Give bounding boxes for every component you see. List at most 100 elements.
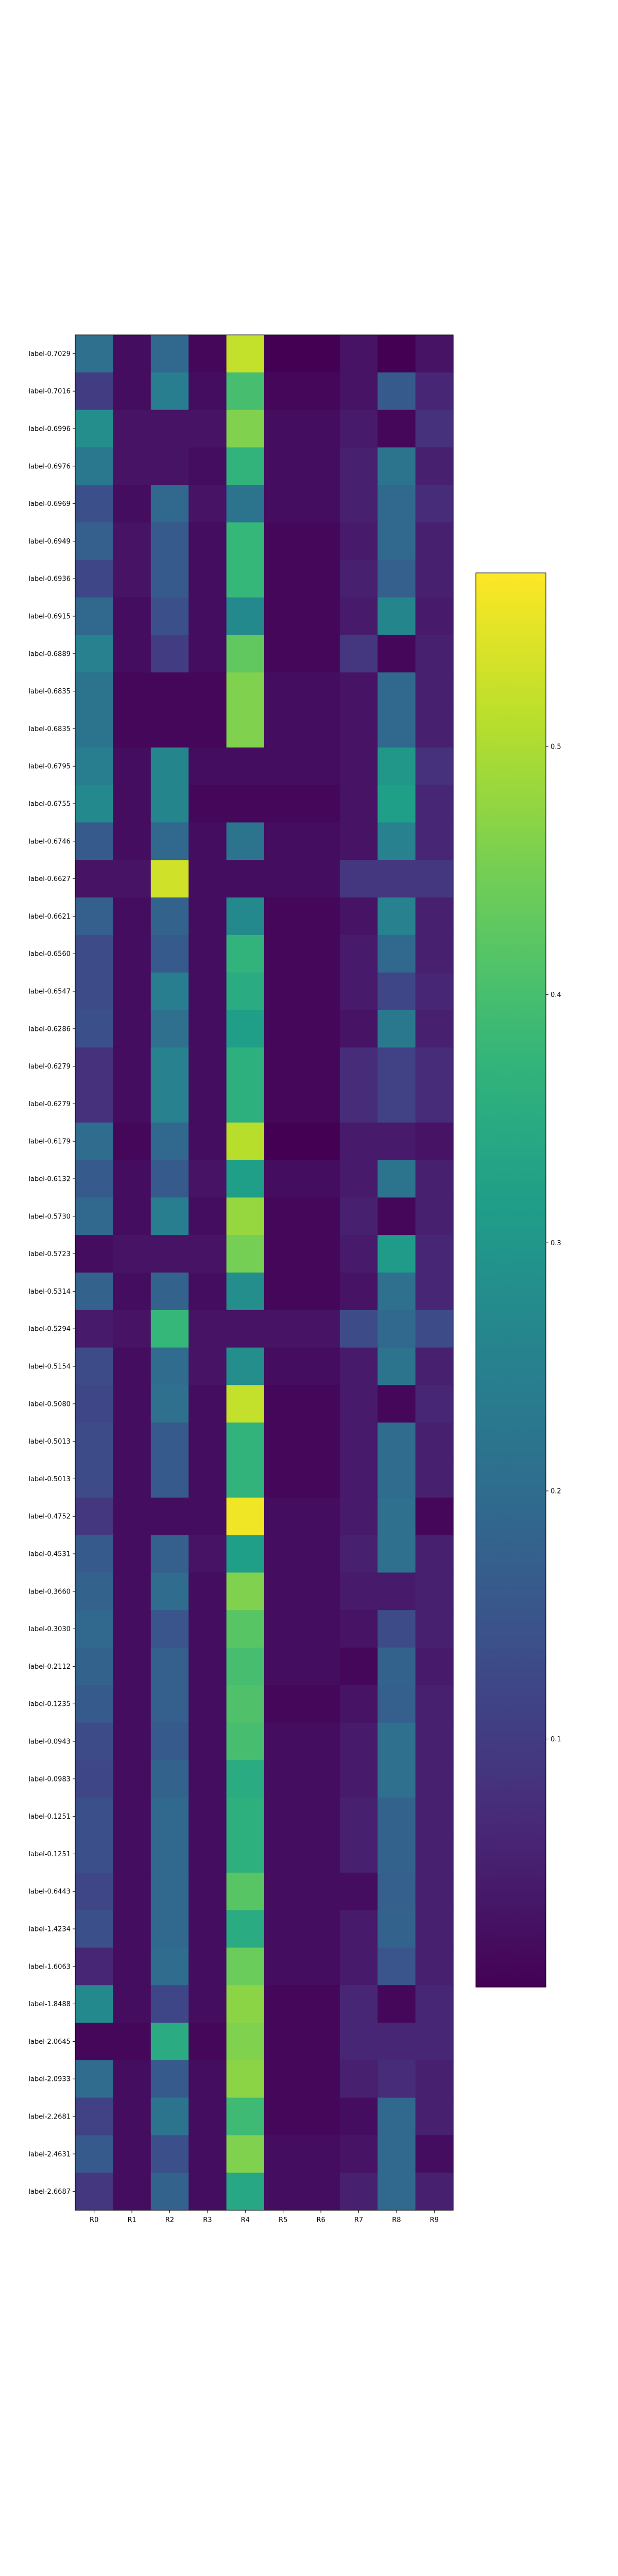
heatmap-cell <box>75 1535 113 1573</box>
column-tick-labels: R0 R1 R2 R3 R4 R5 R6 R7 R8 R9 <box>90 2210 439 2224</box>
heatmap-cell <box>113 1835 151 1873</box>
heatmap-cell <box>75 635 113 673</box>
heatmap-cell <box>150 1985 189 2023</box>
heatmap-cell <box>302 972 340 1010</box>
row-tick-label: label-0.6835 <box>28 688 71 696</box>
heatmap-cell <box>188 1835 227 1873</box>
heatmap-cell <box>415 410 454 448</box>
heatmap-cell <box>226 560 265 598</box>
heatmap-cell <box>150 2135 189 2173</box>
row-tick-label: label-2.0933 <box>28 2076 71 2083</box>
heatmap-cell <box>113 860 151 898</box>
heatmap-cell <box>339 1685 378 1723</box>
heatmap-cell <box>302 1497 340 1536</box>
heatmap-cell <box>264 1460 302 1498</box>
heatmap-cell <box>226 860 265 898</box>
heatmap-cell <box>377 972 416 1010</box>
row-tick-labels: label-0.7029 label-0.7016 label-0.6996 labe… <box>28 350 75 2196</box>
heatmap-cell <box>302 635 340 673</box>
heatmap-cell <box>75 1160 113 1198</box>
row-tick-label: label-0.6547 <box>28 988 71 996</box>
heatmap-cell <box>150 1310 189 1348</box>
heatmap-cell <box>264 1648 302 1686</box>
colorbar-tick-label: 0.1 <box>551 1736 561 1743</box>
colorbar <box>475 572 546 1988</box>
heatmap-cell <box>150 1535 189 1573</box>
heatmap-cell <box>226 1460 265 1498</box>
heatmap-cell <box>415 1947 454 1986</box>
heatmap-cell <box>188 447 227 485</box>
row-tick-label: label-0.5294 <box>28 1326 71 1333</box>
heatmap-cell <box>113 1085 151 1123</box>
heatmap-cell <box>75 1460 113 1498</box>
heatmap-cell <box>302 1572 340 1611</box>
heatmap-cell <box>339 1085 378 1123</box>
heatmap-cell <box>264 1385 302 1423</box>
heatmap-cell <box>377 2023 416 2061</box>
heatmap-cell <box>75 522 113 561</box>
heatmap-cell <box>226 1798 265 1836</box>
heatmap-cell <box>302 785 340 823</box>
heatmap-cell <box>150 1235 189 1273</box>
heatmap-cell <box>339 2060 378 2098</box>
heatmap-cell <box>188 1010 227 1048</box>
heatmap-cell <box>226 1273 265 1311</box>
heatmap-cell <box>113 1872 151 1911</box>
heatmap-cell <box>302 860 340 898</box>
heatmap-cell <box>150 1872 189 1911</box>
heatmap-cell <box>75 560 113 598</box>
heatmap-cell <box>302 2060 340 2098</box>
heatmap-cell <box>188 1460 227 1498</box>
heatmap-cell <box>339 1760 378 1798</box>
heatmap-cell <box>188 1273 227 1311</box>
heatmap-cell <box>302 447 340 485</box>
heatmap-cell <box>75 897 113 936</box>
heatmap-cell <box>377 2060 416 2098</box>
heatmap-cell <box>339 1347 378 1385</box>
row-tick-label: label-0.5013 <box>28 1476 71 1483</box>
heatmap-cell <box>339 1422 378 1461</box>
heatmap-cell <box>415 1685 454 1723</box>
heatmap-cell <box>226 785 265 823</box>
heatmap-cell <box>113 1047 151 1086</box>
heatmap-cell <box>188 1385 227 1423</box>
heatmap-cell <box>339 935 378 973</box>
heatmap-cell <box>113 2135 151 2173</box>
heatmap-cell <box>226 447 265 485</box>
heatmap-cell <box>75 1947 113 1986</box>
heatmap-cell <box>113 710 151 748</box>
heatmap-cell <box>377 335 416 373</box>
heatmap-cell <box>415 1648 454 1686</box>
heatmap-cell <box>188 522 227 561</box>
heatmap-cell <box>188 897 227 936</box>
heatmap-cell <box>415 1197 454 1235</box>
heatmap-cell <box>377 1085 416 1123</box>
heatmap-cell <box>302 1648 340 1686</box>
heatmap-cell <box>188 822 227 860</box>
heatmap-cell <box>264 1160 302 1198</box>
row-tick-label: label-0.7029 <box>28 350 71 358</box>
row-tick-label: label-1.8488 <box>28 2001 71 2008</box>
heatmap-cell <box>415 1572 454 1611</box>
row-tick-label: label-0.1235 <box>28 1701 71 1708</box>
heatmap-cell <box>302 1122 340 1161</box>
heatmap-cell <box>339 1385 378 1423</box>
heatmap-cell <box>415 2060 454 2098</box>
heatmap-cell <box>75 2060 113 2098</box>
row-tick-label: label-0.6279 <box>28 1063 71 1071</box>
heatmap-cell <box>264 2097 302 2136</box>
heatmap-cell <box>150 597 189 635</box>
heatmap-cell <box>150 2097 189 2136</box>
heatmap-cell <box>377 597 416 635</box>
heatmap-cell <box>415 1010 454 1048</box>
heatmap-cell <box>188 1197 227 1235</box>
heatmap-cell <box>150 372 189 411</box>
heatmap-cell <box>113 822 151 860</box>
heatmap-cell <box>75 1572 113 1611</box>
heatmap-cell <box>113 2097 151 2136</box>
heatmap-cell <box>188 410 227 448</box>
heatmap-cell <box>188 597 227 635</box>
heatmap-cell <box>264 410 302 448</box>
heatmap-cell <box>75 785 113 823</box>
heatmap-cell <box>377 1235 416 1273</box>
